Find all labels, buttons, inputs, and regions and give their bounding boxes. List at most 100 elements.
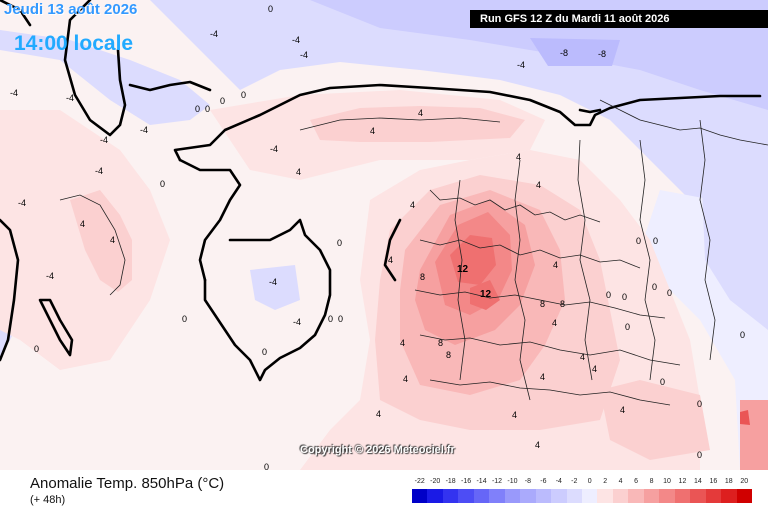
forecast-date: Jeudi 13 août 2026 xyxy=(4,1,138,18)
legend-tick-label: -20 xyxy=(430,478,441,485)
contour-label: 0 xyxy=(636,236,641,246)
contour-label: -4 xyxy=(66,93,74,103)
contour-label: -4 xyxy=(210,29,218,39)
legend-tick-labels: -22 -20 -18 -16 -14 -12 -10 -8 -6 -4 -2 0 2 4 6 8 10 12 14… xyxy=(412,478,752,488)
legend-swatch xyxy=(721,489,737,503)
contour-label: 8 xyxy=(540,299,545,309)
legend-swatch xyxy=(690,489,706,503)
legend-swatch xyxy=(442,489,459,503)
contour-label: -4 xyxy=(269,277,277,287)
contour-label: 4 xyxy=(410,200,415,210)
legend-tick-label: 10 xyxy=(663,478,671,485)
legend-swatch xyxy=(628,489,644,503)
contour-label: 0 xyxy=(653,236,658,246)
contour-label: 0 xyxy=(195,104,200,114)
contour-label: 0 xyxy=(652,282,657,292)
legend-swatch xyxy=(551,489,567,503)
contour-label: 4 xyxy=(540,372,545,382)
contour-label: 4 xyxy=(376,409,381,419)
contour-label: 12 xyxy=(457,264,469,275)
contour-label: 0 xyxy=(268,4,273,14)
contour-label: -4 xyxy=(270,144,278,154)
legend-swatch xyxy=(612,489,629,503)
contour-label: -4 xyxy=(10,88,18,98)
contour-label: 4 xyxy=(512,410,517,420)
legend-tick-label: -8 xyxy=(524,478,532,485)
legend-swatch xyxy=(427,489,443,503)
contour-label: 0 xyxy=(160,179,165,189)
contour-label: 8 xyxy=(438,338,443,348)
contour-label: -4 xyxy=(100,135,108,145)
contour-label: 4 xyxy=(592,364,597,374)
legend-tick-label: 6 xyxy=(634,478,639,485)
contour-label: 0 xyxy=(625,322,630,332)
contour-label: 4 xyxy=(418,108,423,118)
contour-label: 0 xyxy=(740,330,745,340)
contour-label: 0 xyxy=(262,347,267,357)
contour-label: 0 xyxy=(337,238,342,248)
legend-tick-label: 16 xyxy=(709,478,718,485)
legend-swatch xyxy=(489,489,505,503)
legend-tick-label: -22 xyxy=(414,478,425,485)
legend-swatch xyxy=(674,489,691,503)
contour-label: 4 xyxy=(400,338,405,348)
contour-label: -4 xyxy=(300,50,308,60)
variable-title: Anomalie Temp. 850hPa (°C) xyxy=(30,475,225,492)
contour-label: 0 xyxy=(660,377,665,387)
contour-label: 4 xyxy=(580,352,585,362)
legend-swatch xyxy=(597,489,613,503)
contour-label: 0 xyxy=(606,290,611,300)
legend-tick-label: 8 xyxy=(649,478,654,485)
forecast-local-time: 14:00 locale xyxy=(14,32,134,55)
anomaly-map: 0-4-4-4-4-8 -8-4 -40 000-4-4-4-4 44440-44444… xyxy=(0,0,768,470)
warm-anomaly-areas xyxy=(0,90,768,470)
contour-label: 0 xyxy=(205,104,210,114)
contour-label: -4 xyxy=(18,198,26,208)
legend-swatch xyxy=(412,489,428,503)
legend-tick-label: 2 xyxy=(603,478,608,485)
contour-label: 0 xyxy=(622,292,627,302)
legend-tick-label: -6 xyxy=(540,478,547,485)
legend-swatch xyxy=(504,489,521,503)
coastlines xyxy=(0,0,762,382)
legend-swatch xyxy=(581,489,598,503)
contour-label: 0 xyxy=(182,314,187,324)
contour-label: 4 xyxy=(80,219,85,229)
legend-swatch xyxy=(535,489,552,503)
contour-label: 4 xyxy=(370,126,375,136)
contour-label: -8 xyxy=(560,48,568,58)
contour-labels: 0-4-4-4-4-8 -8-4 -40 000-4-4-4-4 44440-44444… xyxy=(10,4,745,470)
contour-label: 4 xyxy=(403,374,408,384)
contour-label: 8 xyxy=(560,299,565,309)
contour-label: 0 xyxy=(697,450,702,460)
color-scale-legend: -22 -20 -18 -16 -14 -12 -10 -8 -6 -4 -2 0 2 4 6 8 10 12 14… xyxy=(412,478,752,508)
contour-label: 0 xyxy=(34,344,39,354)
contour-label: 8 xyxy=(446,350,451,360)
legend-swatch xyxy=(705,489,722,503)
legend-tick-label: -16 xyxy=(461,478,472,485)
contour-label: -4 xyxy=(292,35,300,45)
legend-tick-label: -12 xyxy=(491,478,503,485)
legend-swatch xyxy=(643,489,660,503)
legend-tick-label: -2 xyxy=(571,478,578,485)
contour-label: 4 xyxy=(110,235,115,245)
contour-label: 4 xyxy=(516,152,521,162)
contour-label: 12 xyxy=(480,289,492,300)
contour-label: 4 xyxy=(388,255,393,265)
contour-label: 4 xyxy=(620,405,625,415)
legend-tick-label: -4 xyxy=(555,478,562,485)
contour-label: 4 xyxy=(553,260,558,270)
contour-label: -4 xyxy=(140,125,148,135)
legend-swatch xyxy=(473,489,490,503)
legend-tick-label: -10 xyxy=(507,478,518,485)
contour-label: 0 xyxy=(241,90,246,100)
contour-label: -4 xyxy=(517,60,525,70)
legend-tick-label: 14 xyxy=(694,478,702,485)
contour-label: 0 xyxy=(697,399,702,409)
legend-tick-label: 0 xyxy=(587,478,592,485)
legend-tick-label: 20 xyxy=(740,478,749,485)
legend-tick-label: -14 xyxy=(476,478,487,485)
legend-tick-label: 18 xyxy=(724,478,733,485)
contour-label: 0 xyxy=(220,96,225,106)
legend-color-bar xyxy=(412,489,752,503)
